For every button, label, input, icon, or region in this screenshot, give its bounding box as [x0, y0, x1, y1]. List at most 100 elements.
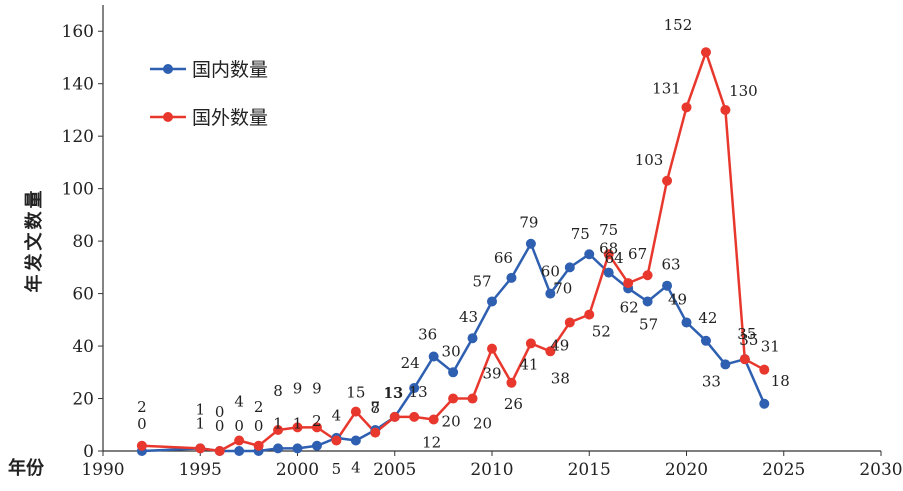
data-label-foreign: 31	[761, 338, 780, 356]
data-point-foreign	[545, 346, 556, 357]
data-label-foreign: 49	[550, 336, 569, 354]
data-label-foreign: 2	[254, 398, 264, 416]
data-point-domestic	[487, 296, 497, 307]
data-point-domestic	[273, 443, 284, 454]
data-label-foreign: 4	[332, 407, 342, 425]
data-point-domestic	[525, 238, 536, 249]
data-label-foreign: 64	[605, 249, 624, 267]
data-label-domestic: 62	[620, 298, 639, 316]
data-label-foreign: 8	[273, 382, 283, 400]
data-label-foreign: 20	[442, 413, 461, 431]
x-tick-label: 2005	[373, 460, 416, 480]
data-label-foreign: 13	[383, 384, 402, 402]
data-label-foreign: 41	[519, 355, 538, 373]
data-point-foreign	[467, 393, 478, 404]
data-label-domestic: 66	[494, 249, 513, 267]
data-point-foreign	[448, 393, 459, 404]
data-label-domestic: 5	[332, 460, 342, 478]
data-label-domestic: 57	[472, 272, 491, 290]
x-tick-label: 2025	[762, 460, 805, 480]
data-point-foreign	[428, 414, 439, 425]
data-label-domestic: 68	[599, 240, 618, 258]
data-label-foreign: 1	[195, 400, 205, 418]
y-tick-label: 60	[72, 285, 94, 305]
x-axis-title: 年份	[8, 457, 45, 479]
x-tick-label: 2000	[276, 460, 319, 480]
y-tick-label: 160	[62, 22, 94, 42]
data-point-foreign	[350, 406, 361, 417]
data-label-foreign: 52	[592, 323, 611, 341]
data-label-domestic: 75	[571, 225, 590, 243]
x-tick-label: 2020	[665, 460, 708, 480]
data-point-foreign	[739, 354, 750, 365]
data-point-foreign	[681, 102, 692, 113]
data-point-domestic	[409, 383, 420, 394]
data-point-foreign	[389, 411, 400, 422]
data-label-domestic: 42	[698, 309, 717, 327]
data-point-foreign	[273, 425, 284, 436]
data-point-foreign	[370, 427, 381, 438]
data-point-domestic	[506, 272, 517, 283]
data-point-foreign	[409, 411, 420, 422]
data-label-domestic: 0	[137, 415, 147, 433]
data-label-domestic: 57	[639, 315, 658, 333]
y-tick-label: 0	[83, 442, 94, 462]
data-point-domestic	[564, 262, 575, 273]
x-tick-label: 2010	[470, 460, 513, 480]
data-label-domestic: 35	[739, 331, 758, 349]
data-label-foreign: 131	[652, 79, 681, 97]
data-label-foreign: 35	[737, 325, 756, 343]
data-label-foreign: 38	[551, 369, 570, 387]
data-label-foreign: 103	[635, 151, 664, 169]
legend-label-domestic: 国内数量	[192, 59, 268, 81]
data-label-foreign: 15	[346, 384, 365, 402]
data-label-foreign: 4	[234, 393, 244, 411]
data-point-foreign	[700, 47, 711, 58]
data-label-domestic: 36	[418, 326, 437, 344]
data-label-foreign: 67	[628, 245, 647, 263]
data-point-domestic	[448, 367, 459, 378]
data-label-foreign: 20	[473, 415, 492, 433]
data-point-foreign	[720, 104, 731, 115]
data-point-domestic	[662, 280, 673, 291]
x-tick-label: 1995	[179, 460, 222, 480]
data-point-foreign	[331, 435, 342, 446]
data-label-foreign: 39	[482, 365, 501, 383]
data-label-domestic: 33	[702, 372, 721, 390]
data-point-foreign	[603, 249, 614, 260]
x-tick-label: 1990	[81, 460, 124, 480]
data-point-foreign	[253, 440, 264, 451]
data-label-domestic: 0	[215, 417, 225, 435]
data-point-foreign	[642, 270, 653, 281]
data-label-domestic: 4	[351, 459, 361, 477]
data-label-domestic: 60	[541, 263, 560, 281]
y-tick-label: 100	[62, 180, 94, 200]
legend-marker-domestic	[163, 64, 173, 74]
legend-marker-foreign	[163, 112, 173, 122]
data-point-foreign	[214, 446, 225, 456]
data-label-domestic: 70	[553, 279, 572, 297]
data-point-foreign	[506, 377, 517, 388]
y-tick-label: 80	[72, 232, 94, 252]
data-label-domestic: 1	[195, 414, 205, 432]
data-label-foreign: 152	[664, 16, 693, 34]
data-point-foreign	[136, 440, 147, 451]
data-label-foreign: 2	[137, 398, 147, 416]
data-label-foreign: 0	[215, 403, 225, 421]
data-label-domestic: 24	[401, 354, 420, 372]
data-label-domestic: 43	[459, 308, 478, 326]
data-label-foreign: 9	[312, 379, 322, 397]
y-axis-title: 年发文数量	[23, 188, 45, 293]
data-label-domestic: 13	[384, 384, 403, 402]
data-label-domestic: 49	[668, 290, 687, 308]
data-point-domestic	[720, 359, 731, 370]
data-label-domestic: 1	[293, 414, 303, 432]
data-point-domestic	[603, 267, 614, 278]
legend-label-foreign: 国外数量	[192, 107, 268, 129]
data-label-domestic: 0	[254, 417, 264, 435]
data-label-domestic: 0	[234, 417, 244, 435]
data-point-foreign	[662, 175, 673, 186]
data-point-domestic	[759, 398, 770, 409]
